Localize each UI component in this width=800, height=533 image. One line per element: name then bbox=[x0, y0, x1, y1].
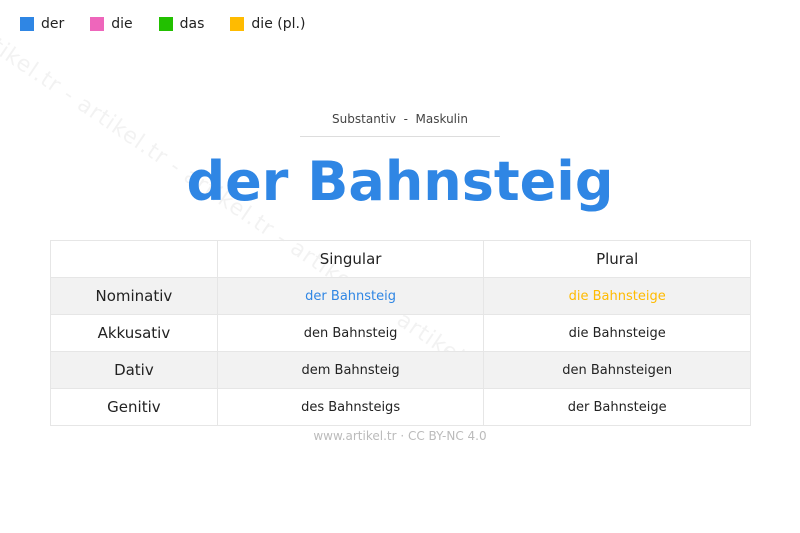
legend-label: der bbox=[41, 16, 65, 32]
plural-cell: der Bahnsteige bbox=[483, 388, 751, 426]
table-header: Singular Plural bbox=[50, 240, 751, 278]
page-title: der Bahnsteig bbox=[186, 150, 614, 213]
table-row: Genitiv des Bahnsteigs der Bahnsteige bbox=[50, 388, 751, 426]
table-row: Nominativ der Bahnsteig die Bahnsteige bbox=[50, 277, 751, 315]
singular-cell: den Bahnsteig bbox=[216, 314, 485, 352]
word-type: Substantiv - Maskulin bbox=[300, 112, 500, 137]
die-swatch bbox=[90, 17, 105, 31]
singular-cell: der Bahnsteig bbox=[216, 277, 485, 315]
case-label: Genitiv bbox=[50, 388, 218, 426]
gender-legend: der die das die (pl.) bbox=[20, 16, 331, 32]
plural-swatch bbox=[230, 17, 245, 31]
legend-das: das bbox=[158, 16, 205, 32]
legend-die: die bbox=[90, 16, 133, 32]
singular-cell: dem Bahnsteig bbox=[216, 351, 485, 389]
plural-cell: die Bahnsteige bbox=[483, 314, 751, 352]
legend-label: das bbox=[179, 16, 205, 32]
table-row: Dativ dem Bahnsteig den Bahnsteigen bbox=[50, 351, 751, 389]
legend-label: die (pl.) bbox=[251, 16, 306, 32]
plural-cell: den Bahnsteigen bbox=[483, 351, 751, 389]
plural-cell: die Bahnsteige bbox=[483, 277, 751, 315]
declension-table: Singular Plural Nominativ der Bahnsteig die… bbox=[50, 240, 751, 426]
legend-label: die bbox=[111, 16, 133, 32]
header-empty bbox=[50, 240, 218, 278]
header-plural: Plural bbox=[483, 240, 751, 278]
singular-cell: des Bahnsteigs bbox=[216, 388, 485, 426]
das-swatch bbox=[158, 17, 173, 31]
case-label: Akkusativ bbox=[50, 314, 218, 352]
legend-plural: die (pl.) bbox=[230, 16, 305, 32]
case-label: Dativ bbox=[50, 351, 218, 389]
case-label: Nominativ bbox=[50, 277, 218, 315]
legend-der: der bbox=[20, 16, 64, 32]
der-swatch bbox=[20, 17, 34, 31]
header-singular: Singular bbox=[216, 240, 485, 278]
footer-credit: www.artikel.tr · CC BY-NC 4.0 bbox=[313, 429, 487, 443]
table-row: Akkusativ den Bahnsteig die Bahnsteige bbox=[50, 314, 751, 352]
